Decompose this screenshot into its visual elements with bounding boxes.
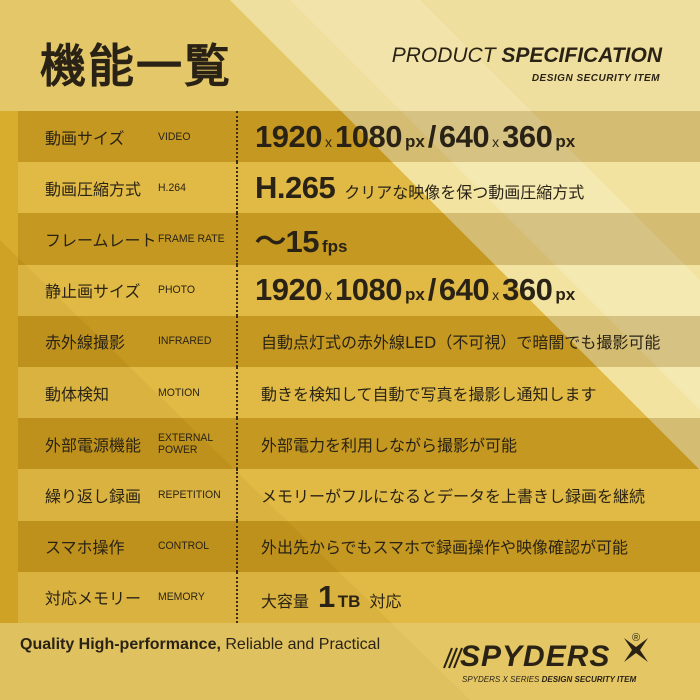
label-jp: 外部電源機能 [45, 435, 142, 455]
logo: SPYDERS [460, 640, 611, 673]
value-part: 大容量 [261, 592, 310, 612]
value-part: px [404, 285, 425, 305]
divider [236, 418, 238, 470]
spec-row: フレームレート FRAME RATE 〜15 fps [18, 213, 700, 265]
spec-value: H.265 クリアな映像を保つ動画圧縮方式 [255, 170, 590, 206]
label-jp: 繰り返し録画 [45, 486, 142, 506]
spec-row: 外部電源機能 EXTERNAL POWER 外部電力を利用しながら撮影が可能 [18, 418, 700, 470]
spec-value: 外部電力を利用しながら撮影が可能 [255, 432, 523, 456]
value-part: 360 [502, 118, 553, 154]
value-part: px [404, 131, 425, 151]
spec-value: 外出先からでもスマホで録画操作や映像確認が可能 [255, 534, 634, 558]
spec-value: 〜15 fps [255, 216, 347, 261]
label-en: MOTION [158, 386, 200, 399]
divider [236, 520, 238, 572]
label-jp: スマホ操作 [45, 538, 125, 558]
value-part: px [555, 285, 576, 305]
slogan-bold: Quality High-performance, [20, 636, 221, 653]
label-jp: 動画サイズ [45, 128, 125, 148]
spec-value: 動きを検知して自動で写真を撮影し通知します [255, 381, 603, 405]
label-en: CONTROL [158, 540, 210, 553]
label-en: REPETITION [158, 488, 221, 501]
label-en: EXTERNAL POWER [158, 431, 213, 456]
label-jp: 赤外線撮影 [45, 333, 126, 353]
title: 機能一覧 [40, 39, 232, 93]
spec-value: 自動点灯式の赤外線LED（不可視）で暗闇でも撮影可能 [255, 329, 666, 353]
label-jp: フレームレート [45, 230, 157, 250]
value-part: クリアな映像を保つ動画圧縮方式 [344, 182, 585, 202]
value-part: fps [321, 237, 348, 257]
label-jp: 静止画サイズ [45, 282, 141, 302]
spec-table: 動画サイズ VIDEO 1920 x 1080 px/640 x 360 px 動画圧縮方式 H.2… [18, 111, 700, 623]
label-en: INFRARED [158, 335, 212, 348]
value-part: 外部電力を利用しながら撮影が可能 [261, 435, 518, 455]
value-part: 360 [502, 272, 553, 308]
value-part: 動きを検知して自動で写真を撮影し通知します [261, 384, 597, 404]
label-jp: 動画圧縮方式 [45, 179, 142, 199]
value-part: H.265 [255, 169, 336, 205]
registered-mark: ® [632, 632, 641, 644]
label-en: H.264 [158, 181, 186, 194]
subtitle-light: PRODUCT [391, 44, 496, 67]
spec-row: 動画圧縮方式 H.264 H.265 クリアな映像を保つ動画圧縮方式 [18, 162, 700, 214]
value-part: / [427, 118, 437, 154]
spec-row: スマホ操作 CONTROL 外出先からでもスマホで録画操作や映像確認が可能 [18, 520, 700, 572]
label-jp: 対応メモリー [45, 589, 142, 609]
value-part: 640 [438, 118, 490, 154]
spec-row: 動体検知 MOTION 動きを検知して自動で写真を撮影し通知します [18, 366, 700, 419]
value-part: 自動点灯式の赤外線LED（不可視）で暗闇でも撮影可能 [261, 333, 661, 353]
divider [236, 111, 238, 163]
value-part: x [492, 133, 500, 150]
logo-tagline: DESIGN SECURITY ITEM [541, 675, 637, 684]
divider [236, 162, 238, 214]
value-part: x [324, 133, 332, 150]
label-en: PHOTO [158, 284, 195, 297]
divider [236, 315, 238, 367]
value-part: x [492, 287, 500, 304]
spec-value: 1920 x 1080 px/640 x 360 px [255, 119, 575, 155]
value-part: 〜15 [255, 224, 319, 260]
spec-value: メモリーがフルになるとデータを上書きし録画を継続 [255, 483, 651, 507]
divider [236, 571, 238, 623]
value-part: / [427, 272, 437, 308]
value-part: 1920 [255, 272, 322, 308]
spec-row: 繰り返し録画 REPETITION メモリーがフルになるとデータを上書きし録画を継続 [18, 469, 700, 521]
divider [236, 469, 238, 521]
spec-row: 静止画サイズ PHOTO 1920 x 1080 px/640 x 360 px [18, 264, 700, 316]
value-part: 640 [438, 272, 490, 308]
label-en: VIDEO [158, 130, 191, 143]
label-en: MEMORY [158, 591, 205, 604]
spec-row: 赤外線撮影 INFRARED 自動点灯式の赤外線LED（不可視）で暗闇でも撮影可能 [18, 315, 700, 367]
spec-value: 大容量 1 TB 対応 [255, 579, 407, 615]
spec-value: 1920 x 1080 px/640 x 360 px [255, 272, 575, 308]
spec-row: 対応メモリー MEMORY 大容量 1 TB 対応 [18, 571, 700, 623]
value-part: 1080 [334, 118, 402, 154]
value-part: px [555, 131, 576, 151]
spec-row: 動画サイズ VIDEO 1920 x 1080 px/640 x 360 px [18, 111, 700, 163]
value-part: 外出先からでもスマホで録画操作や映像確認が可能 [261, 538, 629, 558]
value-part: x [324, 287, 332, 304]
value-part: 1920 [255, 118, 322, 154]
slogan: Quality High-performance, Reliable and P… [20, 636, 380, 654]
value-part: 対応 [369, 592, 402, 612]
value-part: 1 [318, 579, 335, 615]
tagline: DESIGN SECURITY ITEM [531, 73, 660, 84]
value-part: 1080 [334, 272, 402, 308]
label-en: FRAME RATE [158, 232, 225, 245]
label-jp: 動体検知 [45, 384, 110, 404]
subtitle-bold: SPECIFICATION [501, 44, 662, 67]
value-part: TB [337, 592, 361, 612]
logo-series: SPYDERS X SERIES [462, 675, 540, 684]
divider [236, 264, 238, 316]
divider [236, 366, 238, 419]
slogan-light: Reliable and Practical [225, 636, 381, 653]
logo-sub: SPYDERS X SERIES DESIGN SECURITY ITEM [462, 675, 636, 684]
value-part: メモリーがフルになるとデータを上書きし録画を継続 [261, 486, 646, 506]
divider [236, 213, 238, 265]
subtitle: PRODUCT SPECIFICATION [392, 44, 662, 68]
